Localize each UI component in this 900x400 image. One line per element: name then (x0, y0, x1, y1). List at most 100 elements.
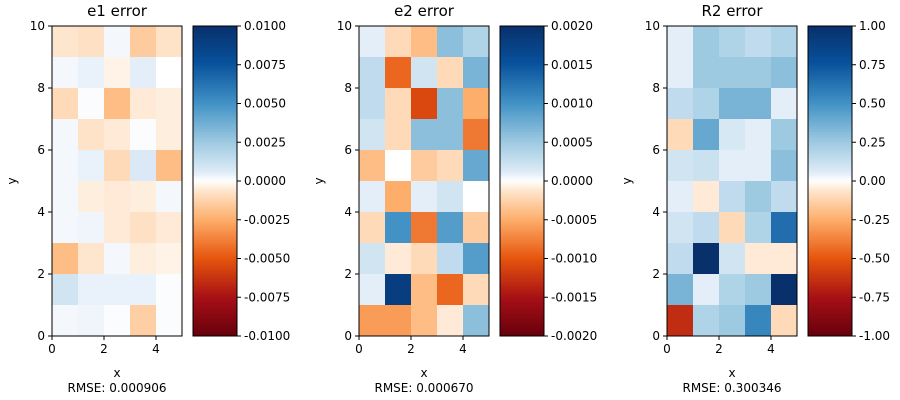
colorbar-segment (808, 72, 852, 76)
heatmap-cell (463, 26, 490, 58)
colorbar-segment (808, 294, 852, 298)
colorbar-segment (500, 69, 544, 73)
colorbar-segment (808, 134, 852, 138)
heatmap-cell (359, 212, 386, 244)
colorbar-segment (193, 268, 237, 272)
colorbar-tick-label: 0.0025 (244, 135, 286, 149)
axes-frame (358, 25, 490, 337)
colorbar-segment (500, 64, 544, 68)
heatmap-cell (463, 181, 490, 213)
colorbar-segment (808, 51, 852, 55)
colorbar-segment (193, 69, 237, 73)
colorbar-segment (500, 268, 544, 272)
colorbar-segment (500, 90, 544, 94)
heatmap-cell (385, 26, 412, 58)
heatmap-cell (745, 274, 772, 306)
heatmap-cell (52, 274, 79, 306)
colorbar-segment (808, 227, 852, 231)
colorbar-segment (500, 258, 544, 262)
colorbar-segment (193, 93, 237, 97)
colorbar-tick-label: -0.0010 (551, 252, 597, 266)
colorbar-segment (500, 100, 544, 104)
colorbar-segment (193, 263, 237, 267)
heatmap-cell (745, 212, 772, 244)
colorbar-tick-label: 1.00 (859, 19, 886, 33)
colorbar-segment (808, 121, 852, 125)
colorbar-segment (193, 253, 237, 257)
colorbar-segment (500, 152, 544, 156)
heatmap-cell (104, 212, 131, 244)
colorbar-segment (193, 147, 237, 151)
colorbar-segment (808, 139, 852, 143)
colorbar-segment (808, 44, 852, 48)
y-tick-label: 4 (37, 205, 45, 219)
heatmap-cell (52, 88, 79, 120)
colorbar-segment (500, 224, 544, 228)
colorbar-segment (500, 310, 544, 314)
colorbar-segment (500, 44, 544, 48)
colorbar-segment (193, 168, 237, 172)
colorbar-segment (193, 165, 237, 169)
colorbar-segment (193, 248, 237, 252)
colorbar-segment (193, 33, 237, 37)
colorbar-segment (500, 271, 544, 275)
heatmap-cell (719, 274, 746, 306)
colorbar-segment (808, 116, 852, 120)
colorbar-segment (808, 333, 852, 337)
colorbar-segment (500, 54, 544, 58)
colorbar-segment (193, 28, 237, 32)
heatmap-cell (156, 305, 183, 337)
colorbar-segment (500, 113, 544, 117)
y-tick-label: 10 (337, 19, 352, 33)
colorbar-segment (193, 116, 237, 120)
colorbar-segment (808, 142, 852, 146)
colorbar-tick-label: 0.0000 (551, 174, 593, 188)
heatmap-cell (104, 57, 131, 89)
heatmap-cell (463, 274, 490, 306)
heatmap-cell (385, 181, 412, 213)
heatmap-cell (463, 243, 490, 275)
heatmap-cell (359, 243, 386, 275)
chart-title: R2 error (701, 2, 763, 20)
heatmap-cell (771, 88, 798, 120)
colorbar-tick-label: 0.50 (859, 97, 886, 111)
colorbar-segment (808, 258, 852, 262)
colorbar-segment (808, 307, 852, 311)
colorbar-segment (808, 144, 852, 148)
colorbar-segment (500, 188, 544, 192)
colorbar-segment (808, 155, 852, 159)
heatmap-cell (52, 57, 79, 89)
colorbar-segment (808, 85, 852, 89)
colorbar-segment (500, 191, 544, 195)
heatmap-cell (745, 305, 772, 337)
heatmap-cell (104, 243, 131, 275)
heatmap-cell (719, 119, 746, 151)
colorbar-segment (500, 59, 544, 63)
colorbar-segment (808, 214, 852, 218)
rmse-label: RMSE: 0.000906 (67, 381, 166, 395)
colorbar-segment (500, 111, 544, 115)
heatmap-cell (719, 57, 746, 89)
colorbar-segment (808, 93, 852, 97)
colorbar-segment (193, 250, 237, 254)
colorbar-segment (193, 139, 237, 143)
colorbar-segment (808, 263, 852, 267)
heatmap-cell (719, 212, 746, 244)
heatmap-cell (411, 119, 438, 151)
colorbar-segment (193, 227, 237, 231)
colorbar-segment (808, 261, 852, 265)
colorbar-segment (808, 113, 852, 117)
colorbar-segment (500, 80, 544, 84)
colorbar-segment (193, 77, 237, 81)
colorbar-segment (500, 168, 544, 172)
heatmap-cell (667, 150, 694, 182)
colorbar-segment (193, 98, 237, 102)
colorbar-segment (500, 82, 544, 86)
colorbar-segment (808, 302, 852, 306)
colorbar-segment (193, 88, 237, 91)
heatmap-cell (385, 88, 412, 120)
colorbar-segment (500, 328, 544, 332)
heatmap-cell (667, 181, 694, 213)
colorbar-segment (500, 248, 544, 252)
colorbar-tick-label: -0.0100 (244, 329, 290, 343)
